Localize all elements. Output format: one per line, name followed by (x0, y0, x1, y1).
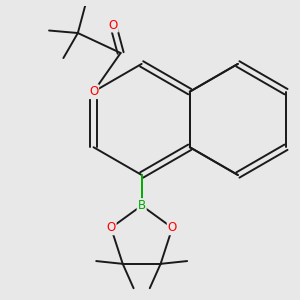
Text: B: B (138, 199, 146, 212)
Text: O: O (168, 221, 177, 234)
Text: O: O (89, 85, 98, 98)
Text: O: O (106, 221, 116, 234)
Text: O: O (109, 19, 118, 32)
